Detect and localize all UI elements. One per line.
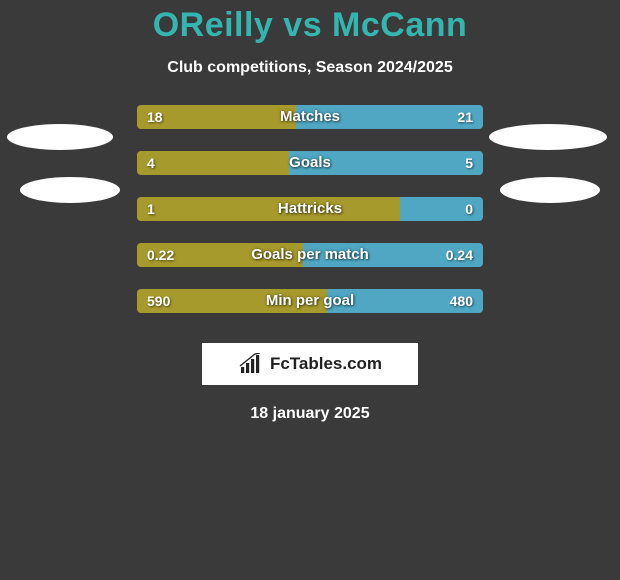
left-bar: [137, 151, 289, 175]
subtitle: Club competitions, Season 2024/2025: [0, 59, 620, 77]
right-bar: [296, 105, 483, 129]
stat-row: 1821Matches: [137, 105, 483, 129]
bar-chart-icon: [238, 353, 264, 375]
decorative-ellipse: [489, 124, 607, 150]
page-title: OReilly vs McCann: [0, 6, 620, 45]
brand-text: FcTables.com: [270, 354, 382, 374]
right-bar: [400, 197, 483, 221]
comparison-rows: 1821Matches 45Goals 10Hattricks 0.220.24Goa…: [137, 105, 483, 313]
decorative-ellipse: [20, 177, 120, 203]
brand-badge: FcTables.com: [202, 343, 418, 385]
right-bar: [303, 243, 483, 267]
right-bar: [327, 289, 483, 313]
left-bar: [137, 243, 303, 267]
left-bar: [137, 197, 400, 221]
right-bar: [289, 151, 483, 175]
stat-row: 0.220.24Goals per match: [137, 243, 483, 267]
stat-row: 45Goals: [137, 151, 483, 175]
stat-row: 10Hattricks: [137, 197, 483, 221]
stat-row: 590480Min per goal: [137, 289, 483, 313]
date-label: 18 january 2025: [0, 405, 620, 423]
left-bar: [137, 105, 296, 129]
left-bar: [137, 289, 327, 313]
decorative-ellipse: [7, 124, 113, 150]
decorative-ellipse: [500, 177, 600, 203]
